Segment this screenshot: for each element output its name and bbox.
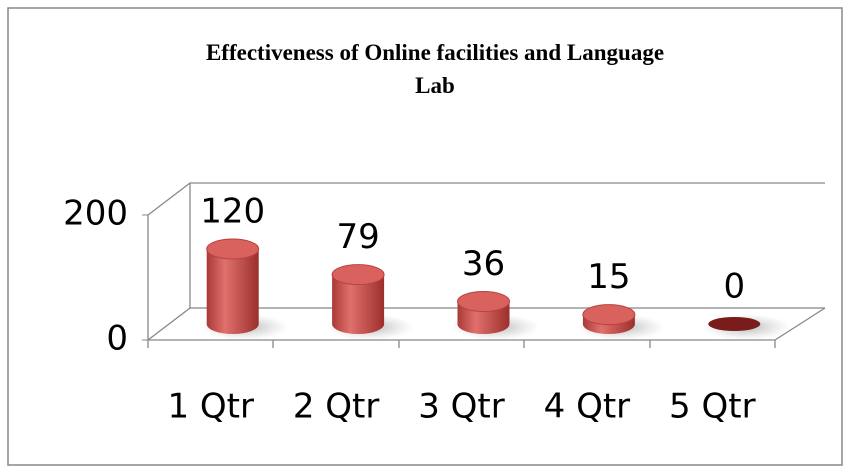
y-tick-label: 0	[106, 319, 128, 359]
bar-top	[206, 238, 260, 260]
x-tick-label: 2 Qtr	[293, 387, 380, 427]
bar-top	[331, 264, 385, 286]
value-label: 36	[462, 244, 505, 284]
y-tick-label: 200	[63, 194, 128, 234]
bar-top	[582, 304, 636, 326]
bar	[206, 249, 259, 334]
value-label: 15	[587, 257, 630, 297]
bar	[708, 317, 761, 331]
value-label: 79	[336, 217, 379, 257]
x-tick-label: 3 Qtr	[418, 387, 505, 427]
chart-frame	[7, 7, 843, 466]
x-tick-label: 5 Qtr	[669, 387, 756, 427]
value-label: 0	[723, 267, 745, 307]
value-label: 120	[200, 192, 265, 232]
x-tick-label: 4 Qtr	[544, 387, 631, 427]
chart-title: Effectiveness of Online facilities and L…	[206, 40, 664, 98]
bar	[332, 274, 385, 334]
x-tick-label: 1 Qtr	[167, 387, 254, 427]
bar-top	[457, 291, 510, 312]
